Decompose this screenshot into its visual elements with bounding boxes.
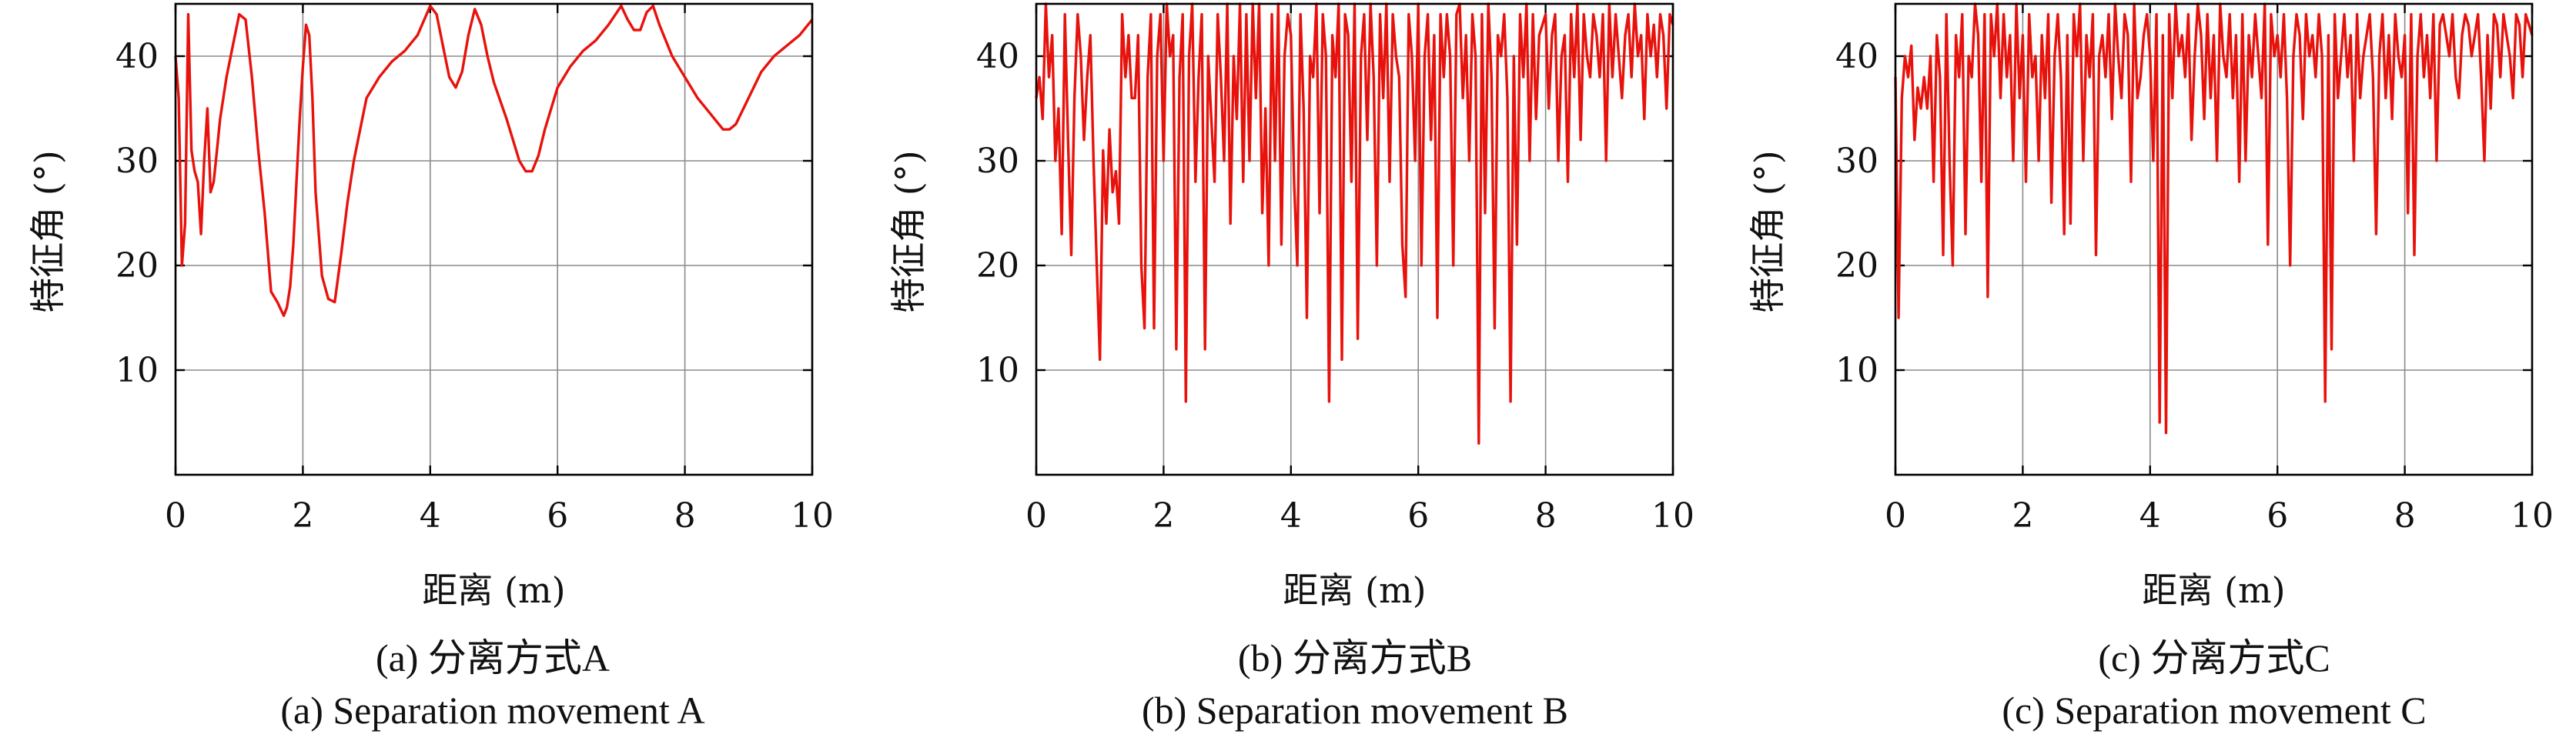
x-axis-label-c: 距离 (m) — [2142, 569, 2285, 611]
caption-cn-b: (b) 分离方式B — [1238, 636, 1472, 679]
caption-en-a: (a) Separation movement A — [280, 689, 704, 732]
x-tick-label-6-b: 6 — [1407, 496, 1429, 536]
x-tick-label-6-a: 6 — [547, 496, 568, 536]
x-tick-label-0-c: 0 — [1885, 496, 1906, 536]
x-tick-label-8-c: 8 — [2394, 496, 2416, 536]
x-tick-label-8-b: 8 — [1535, 496, 1557, 536]
x-axis-label-b: 距离 (m) — [1283, 569, 1426, 611]
x-tick-label-0-b: 0 — [1025, 496, 1047, 536]
y-axis-label-a: 特征角 (°) — [27, 150, 69, 313]
x-tick-label-10-c: 10 — [2511, 496, 2554, 536]
y-tick-label-10-c: 10 — [1835, 351, 1878, 390]
y-axis-label-c: 特征角 (°) — [1747, 150, 1788, 313]
caption-cn-c: (c) 分离方式C — [2098, 636, 2330, 679]
caption-cn-a: (a) 分离方式A — [376, 636, 610, 679]
x-tick-label-8-a: 8 — [674, 496, 696, 536]
chart-panel-b: (b) 分离方式B (b) Separation movement B 0 2 4 6… — [888, 2, 1694, 732]
y-tick-label-20-b: 20 — [976, 246, 1019, 285]
series-line-b — [1035, 2, 1674, 445]
plot-frame-a — [174, 2, 814, 476]
x-axis-label-a: 距离 (m) — [422, 569, 565, 611]
x-tick-label-2-b: 2 — [1153, 496, 1174, 536]
y-tick-label-40-b: 40 — [976, 37, 1019, 76]
x-tick-label-2-a: 2 — [292, 496, 313, 536]
y-axis-label-b: 特征角 (°) — [888, 150, 929, 313]
y-tick-label-20-c: 20 — [1835, 246, 1878, 285]
series-line-c — [1894, 2, 2534, 435]
y-tick-label-40-a: 40 — [115, 37, 159, 76]
y-tick-label-10-a: 10 — [115, 351, 159, 390]
y-tick-label-30-a: 30 — [115, 142, 159, 181]
y-tick-label-30-c: 30 — [1835, 142, 1878, 181]
grid-a — [176, 4, 812, 475]
series-line-a — [174, 4, 814, 317]
chart-panel-c: (c) 分离方式C (c) Separation movement C 0 2 4 6… — [1747, 2, 2554, 732]
plot-frame-b — [1035, 2, 1674, 476]
x-tick-label-2-c: 2 — [2012, 496, 2033, 536]
x-tick-label-4-a: 4 — [420, 496, 441, 536]
x-tick-label-10-a: 10 — [791, 496, 834, 536]
caption-en-c: (c) Separation movement C — [2002, 689, 2426, 732]
y-tick-label-20-a: 20 — [115, 246, 159, 285]
caption-en-b: (b) Separation movement B — [1142, 689, 1568, 732]
plot-frame-c — [1894, 2, 2534, 476]
x-tick-label-0-a: 0 — [165, 496, 186, 536]
x-tick-label-6-c: 6 — [2267, 496, 2288, 536]
chart-panel-a: (a) 分离方式A (a) Separation movement A 0 2 4 6… — [27, 2, 834, 732]
y-tick-label-40-c: 40 — [1835, 37, 1878, 76]
x-tick-label-4-c: 4 — [2139, 496, 2161, 536]
y-tick-label-10-b: 10 — [976, 351, 1019, 390]
y-tick-label-30-b: 30 — [976, 142, 1019, 181]
x-tick-label-10-b: 10 — [1651, 496, 1694, 536]
x-tick-label-4-b: 4 — [1280, 496, 1302, 536]
